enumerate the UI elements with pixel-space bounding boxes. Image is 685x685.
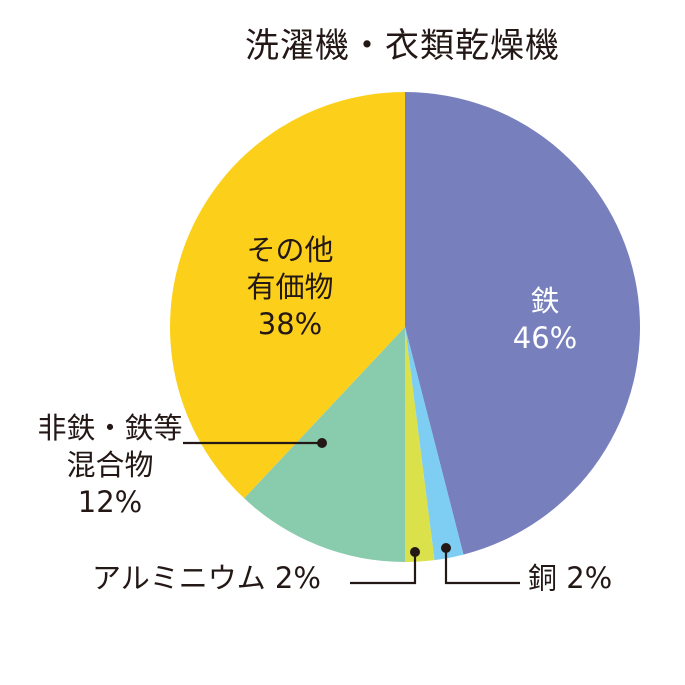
label-mixed: 非鉄・鉄等 混合物 12%: [30, 410, 190, 521]
label-other-pct: 38%: [257, 307, 323, 342]
leader-dots: [317, 438, 451, 557]
dot-aluminum: [410, 547, 420, 557]
dot-mixed: [317, 438, 327, 448]
label-iron-pct: 46%: [512, 321, 578, 356]
label-other-line1: その他: [246, 233, 334, 267]
leader-lines: [183, 441, 520, 585]
label-aluminum: アルミニウム 2%: [92, 561, 321, 595]
dot-copper: [441, 543, 451, 553]
leader-copper: [444, 548, 520, 585]
label-iron: 鉄 46%: [480, 283, 610, 357]
label-other: その他 有価物 38%: [220, 232, 360, 343]
pie-slice-2: [405, 327, 435, 562]
pie-slice-1: [405, 327, 464, 561]
chart-title: 洗濯機・衣類乾燥機: [245, 26, 560, 66]
pie-slice-4: [170, 92, 405, 499]
label-mixed-pct: 12%: [77, 485, 143, 520]
label-mixed-line2: 混合物: [66, 448, 154, 483]
pie-slices: [170, 92, 641, 562]
label-iron-name: 鉄: [530, 284, 560, 318]
label-copper: 銅 2%: [528, 561, 613, 595]
leader-aluminum: [350, 552, 417, 585]
pie-slice-0: [405, 92, 641, 555]
label-other-line2: 有価物: [246, 270, 334, 305]
label-mixed-line1: 非鉄・鉄等: [37, 411, 183, 445]
